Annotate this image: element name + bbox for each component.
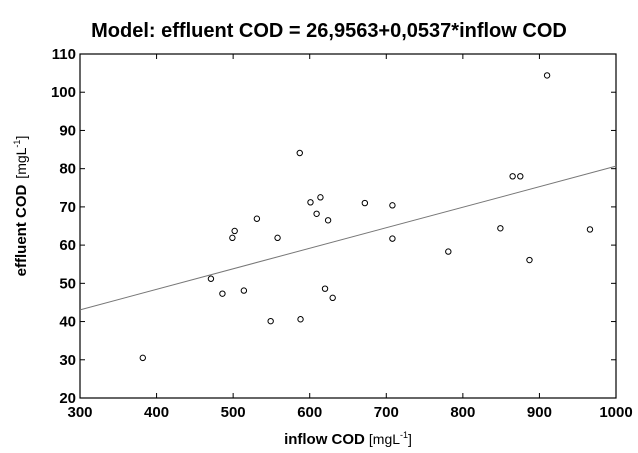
data-point bbox=[207, 275, 215, 282]
data-point bbox=[313, 210, 320, 217]
y-tick-label: 20 bbox=[59, 390, 76, 407]
y-tick-label: 60 bbox=[59, 237, 76, 254]
x-tick-label: 500 bbox=[221, 404, 246, 421]
y-axis-unit-close: ] bbox=[13, 136, 29, 140]
x-tick-label: 1000 bbox=[599, 404, 632, 421]
x-axis: 300 400 500 600 700 800 900 1000 bbox=[67, 54, 633, 421]
data-point bbox=[361, 199, 369, 207]
x-axis-unit-close: ] bbox=[408, 431, 412, 447]
data-point bbox=[274, 234, 281, 242]
data-point bbox=[497, 225, 504, 232]
x-tick-label: 800 bbox=[450, 404, 475, 421]
y-tick-label: 90 bbox=[59, 122, 76, 139]
y-axis-unit: [mgL bbox=[13, 147, 29, 178]
y-axis-unit-sup: -1 bbox=[12, 140, 22, 148]
data-point bbox=[240, 287, 248, 294]
y-tick-label: 100 bbox=[51, 84, 76, 101]
data-point bbox=[267, 317, 274, 325]
y-axis-label: effluent COD [mgL-1] bbox=[12, 136, 30, 277]
data-point bbox=[526, 256, 533, 264]
x-tick-label: 300 bbox=[67, 404, 92, 421]
x-axis-unit-sup: -1 bbox=[400, 430, 408, 440]
data-point bbox=[389, 202, 396, 209]
y-tick-label: 30 bbox=[59, 352, 76, 369]
regression-line-group bbox=[79, 165, 617, 311]
data-point bbox=[231, 227, 238, 235]
data-point bbox=[543, 72, 551, 79]
y-axis-label-text: effluent COD bbox=[13, 185, 30, 277]
data-point bbox=[509, 173, 516, 180]
chart-title: Model: effluent COD = 26,9563+0,0537*inf… bbox=[91, 20, 567, 42]
data-point bbox=[329, 294, 336, 302]
x-tick-label: 900 bbox=[527, 404, 552, 421]
plot-frame bbox=[79, 53, 617, 399]
data-point bbox=[324, 217, 332, 224]
regression-line bbox=[79, 165, 617, 311]
x-tick-label: 700 bbox=[374, 404, 399, 421]
data-points bbox=[139, 72, 594, 362]
plot-area bbox=[79, 53, 617, 399]
y-tick-label: 110 bbox=[52, 46, 76, 63]
data-point bbox=[321, 285, 329, 292]
x-axis-unit: [mgL bbox=[369, 431, 400, 447]
y-tick-label: 80 bbox=[59, 161, 76, 178]
y-tick-label: 70 bbox=[59, 199, 76, 216]
data-point bbox=[219, 290, 226, 297]
y-tick-label: 40 bbox=[59, 314, 76, 331]
x-tick-label: 400 bbox=[144, 404, 169, 421]
data-point bbox=[253, 215, 261, 222]
data-point bbox=[389, 235, 396, 242]
data-point bbox=[229, 234, 236, 242]
data-point bbox=[297, 316, 304, 323]
x-tick-label: 600 bbox=[297, 404, 322, 421]
data-point bbox=[296, 149, 303, 157]
data-point bbox=[445, 248, 452, 255]
x-axis-label-text: inflow COD bbox=[284, 431, 365, 448]
data-point bbox=[307, 199, 314, 206]
data-point bbox=[517, 173, 524, 180]
data-point bbox=[317, 194, 324, 201]
x-axis-label: inflow COD [mgL-1] bbox=[284, 430, 412, 448]
y-axis: 20 30 40 50 60 70 80 90 100 110 bbox=[51, 46, 616, 407]
y-tick-label: 50 bbox=[59, 275, 76, 292]
data-point bbox=[586, 226, 594, 233]
data-point bbox=[139, 354, 146, 362]
